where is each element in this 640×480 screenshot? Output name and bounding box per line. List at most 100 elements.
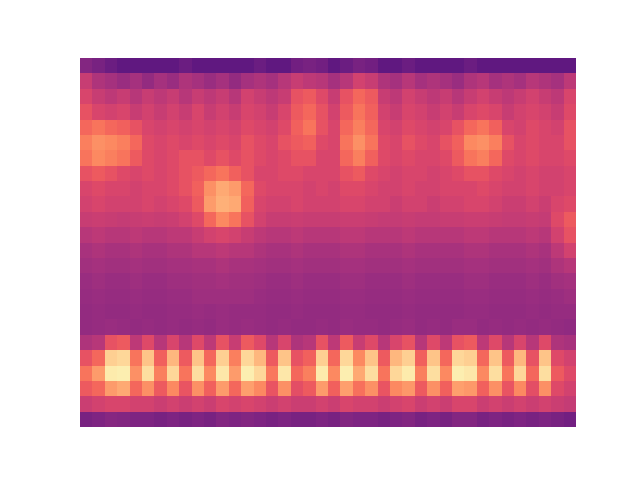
heatmap-cell [427,166,440,182]
heatmap-cell [390,396,403,412]
heatmap-cell [427,335,440,351]
heatmap-cell [291,289,304,305]
heatmap-cell [316,258,329,274]
heatmap-cell [551,58,564,74]
heatmap-cell [365,335,378,351]
heatmap-cell [278,89,291,105]
heatmap-cell [365,381,378,397]
heatmap-cell [142,258,155,274]
heatmap-cell [229,196,242,212]
heatmap-cell [340,166,353,182]
heatmap-cell [192,396,205,412]
heatmap-cell [241,150,254,166]
heatmap-cell [551,227,564,243]
heatmap-cell [353,166,366,182]
heatmap-cell [179,73,192,89]
heatmap-cell [316,196,329,212]
heatmap-cell [353,396,366,412]
heatmap-cell [254,212,267,228]
heatmap-cell [316,273,329,289]
heatmap-cell [427,412,440,427]
heatmap-cell [80,273,93,289]
heatmap-cell [539,196,552,212]
heatmap-cell [551,73,564,89]
heatmap-cell [303,396,316,412]
heatmap-cell [539,104,552,120]
heatmap-cell [192,258,205,274]
heatmap-cell [303,73,316,89]
heatmap-cell [92,150,105,166]
heatmap-cell [204,89,217,105]
heatmap-cell [291,243,304,259]
heatmap-cell [105,258,118,274]
heatmap-cell [278,273,291,289]
heatmap-cell [489,243,502,259]
heatmap-cell [291,319,304,335]
heatmap-cell [254,104,267,120]
heatmap-cell [464,166,477,182]
heatmap-cell [328,104,341,120]
heatmap-cell [477,273,490,289]
heatmap-cell [291,273,304,289]
heatmap-cell [192,350,205,366]
heatmap-cell [142,58,155,74]
heatmap-cell [526,58,539,74]
heatmap-cell [105,104,118,120]
heatmap-cell [378,73,391,89]
heatmap-cell [440,104,453,120]
heatmap-cell [440,73,453,89]
heatmap-cell [489,89,502,105]
heatmap-cell [378,319,391,335]
heatmap-cell [179,58,192,74]
heatmap-cell [316,289,329,305]
heatmap-cell [390,120,403,136]
heatmap-cell [402,58,415,74]
heatmap-cell [564,120,576,136]
heatmap-cell [514,381,527,397]
heatmap-cell [266,196,279,212]
heatmap-cell [526,366,539,382]
heatmap-cell [390,104,403,120]
heatmap-cell [316,319,329,335]
heatmap-cell [241,196,254,212]
heatmap-cell [526,319,539,335]
heatmap-cell [130,396,143,412]
heatmap-cell [427,258,440,274]
heatmap-cell [229,73,242,89]
heatmap-cell [154,196,167,212]
heatmap-cell [266,396,279,412]
heatmap-cell [402,335,415,351]
heatmap-cell [105,166,118,182]
heatmap-cell [303,258,316,274]
chart [0,0,640,480]
heatmap-cell [278,366,291,382]
heatmap-cell [130,89,143,105]
heatmap-cell [130,196,143,212]
heatmap-cell [80,227,93,243]
heatmap-cell [117,258,130,274]
heatmap-cell [378,58,391,74]
heatmap-cell [378,335,391,351]
heatmap-cell [117,89,130,105]
heatmap-cell [328,89,341,105]
heatmap-cell [105,120,118,136]
heatmap-cell [452,319,465,335]
heatmap-cell [229,166,242,182]
heatmap-cell [464,396,477,412]
heatmap-cell [179,381,192,397]
heatmap-cell [489,366,502,382]
heatmap-cell [278,181,291,197]
heatmap-cell [204,120,217,136]
heatmap-cell [105,319,118,335]
heatmap-cell [464,58,477,74]
heatmap-cell [340,350,353,366]
heatmap-cell [192,335,205,351]
heatmap-cell [514,412,527,427]
heatmap-cell [539,350,552,366]
heatmap-cell [526,273,539,289]
heatmap-cell [514,396,527,412]
heatmap-cell [390,304,403,320]
heatmap-cell [353,381,366,397]
heatmap-cell [514,335,527,351]
heatmap-cell [241,335,254,351]
